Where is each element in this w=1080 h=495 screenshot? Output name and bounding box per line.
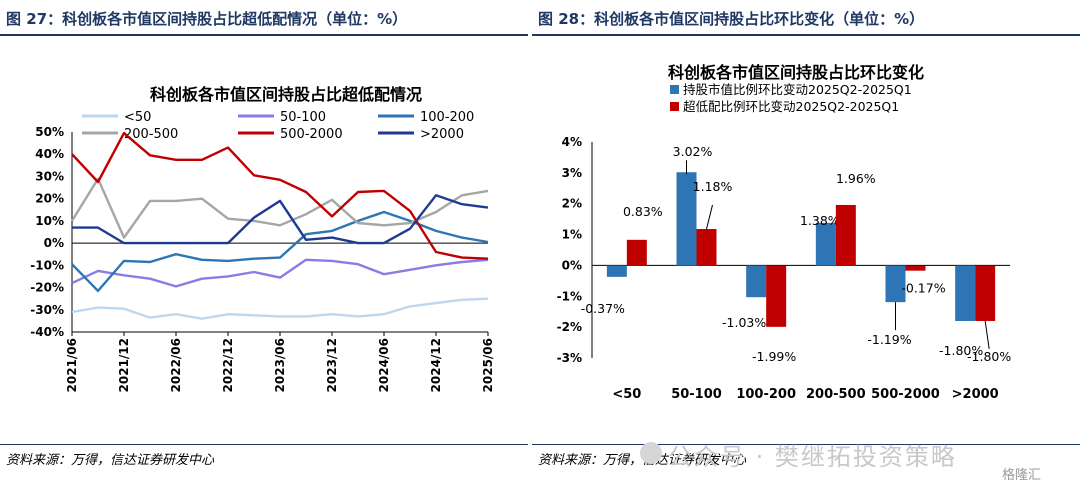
chart-title: 科创板各市值区间持股占比超低配情况 bbox=[150, 85, 422, 104]
legend-label-4: 500-2000 bbox=[280, 127, 343, 142]
left-figure-title: 图 27：科创板各市值区间持股占比超低配情况（单位：%） bbox=[6, 10, 408, 28]
data-label-1-1: 1.18% bbox=[693, 179, 733, 194]
y-tick-label: 3% bbox=[562, 166, 582, 180]
left-title-rule bbox=[0, 34, 528, 36]
series-line-4 bbox=[71, 131, 489, 260]
x-tick-label: 2024/12 bbox=[429, 338, 443, 392]
bar-1-2 bbox=[766, 265, 787, 327]
left-source: 资料来源：万得，信达证券研发中心 bbox=[6, 453, 215, 468]
bar-1-1 bbox=[696, 229, 717, 266]
data-label-0-3: 1.38% bbox=[800, 213, 840, 228]
bar-0-5 bbox=[955, 265, 976, 321]
leader-line bbox=[706, 204, 713, 230]
category-label: 50-100 bbox=[671, 387, 722, 402]
legend-label-3: 200-500 bbox=[124, 127, 178, 142]
bar-1-0 bbox=[626, 239, 647, 266]
x-tick-label: 2022/06 bbox=[169, 338, 183, 392]
right-panel: 图 28：科创板各市值区间持股占比环比变化（单位：%） 科创板各市值区间持股占比… bbox=[532, 0, 1080, 495]
category-label: 500-2000 bbox=[871, 387, 940, 402]
category-label: 200-500 bbox=[806, 387, 866, 402]
y-tick-label: 0% bbox=[562, 258, 582, 272]
bar-0-1 bbox=[676, 172, 697, 266]
y-tick-label: 40% bbox=[35, 147, 64, 161]
right-figure-title: 图 28：科创板各市值区间持股占比环比变化（单位：%） bbox=[538, 10, 925, 28]
bar-1-4 bbox=[905, 265, 926, 271]
watermark: 公众号 · 樊继拓投资策略 bbox=[668, 443, 957, 471]
legend-label-0: <50 bbox=[124, 110, 151, 125]
watermark-icon bbox=[640, 442, 662, 464]
y-tick-label: -10% bbox=[30, 258, 64, 272]
x-tick-label: 2021/12 bbox=[117, 338, 131, 392]
data-label-0-4: -1.19% bbox=[867, 332, 911, 347]
data-label-0-1: 3.02% bbox=[673, 144, 713, 159]
legend-label-5: >2000 bbox=[420, 127, 464, 142]
series-line-1 bbox=[71, 258, 489, 288]
y-tick-label: 10% bbox=[35, 214, 64, 228]
legend-label-1: 50-100 bbox=[280, 110, 326, 125]
y-tick-label: 1% bbox=[562, 228, 582, 242]
legend-label-2: 100-200 bbox=[420, 110, 474, 125]
leader-line bbox=[984, 320, 990, 350]
data-label-0-0: -0.37% bbox=[581, 301, 625, 316]
logo: 格隆汇 bbox=[1002, 468, 1042, 483]
legend-label-0: 持股市值比例环比变动2025Q2-2025Q1 bbox=[683, 82, 912, 97]
y-tick-label: -3% bbox=[557, 351, 582, 365]
data-label-1-0: 0.83% bbox=[623, 204, 663, 219]
x-tick-label: 2021/06 bbox=[65, 338, 79, 392]
left-panel: 图 27：科创板各市值区间持股占比超低配情况（单位：%） 科创板各市值区间持股占… bbox=[0, 0, 528, 495]
right-footer-rule bbox=[532, 444, 1080, 445]
data-label-0-2: -1.03% bbox=[722, 315, 766, 330]
y-tick-label: 2% bbox=[562, 197, 582, 211]
data-label-1-4: -0.17% bbox=[901, 281, 945, 296]
chart-title: 科创板各市值区间持股占比环比变化 bbox=[668, 63, 924, 82]
x-tick-label: 2024/06 bbox=[377, 338, 391, 392]
y-tick-label: 0% bbox=[44, 236, 64, 250]
x-tick-label: 2023/12 bbox=[325, 338, 339, 392]
left-footer-rule bbox=[0, 444, 528, 445]
y-tick-label: -30% bbox=[30, 303, 64, 317]
y-tick-label: -40% bbox=[30, 325, 64, 339]
bar-1-5 bbox=[975, 265, 996, 321]
y-tick-label: 20% bbox=[35, 192, 64, 206]
data-label-1-2: -1.99% bbox=[752, 349, 796, 364]
right-title-rule bbox=[532, 34, 1080, 36]
category-label: <50 bbox=[612, 387, 641, 402]
bar-1-3 bbox=[835, 204, 856, 266]
y-tick-label: -20% bbox=[30, 281, 64, 295]
y-tick-label: -1% bbox=[557, 289, 582, 303]
bar-0-0 bbox=[606, 265, 627, 277]
line-chart: 科创板各市值区间持股占比超低配情况 <50 50-100 100-200 200-500… bbox=[30, 85, 495, 392]
bar-0-2 bbox=[746, 265, 767, 298]
category-label: >2000 bbox=[952, 387, 999, 402]
data-label-0-5: -1.80% bbox=[939, 343, 983, 358]
y-tick-label: -2% bbox=[557, 320, 582, 334]
x-tick-label: 2022/12 bbox=[221, 338, 235, 392]
data-label-1-5: -1.80% bbox=[967, 349, 1011, 364]
legend-swatch-1 bbox=[670, 102, 679, 111]
y-tick-label: 30% bbox=[35, 169, 64, 183]
legend-label-1: 超低配比例环比变动2025Q2-2025Q1 bbox=[683, 99, 899, 114]
y-tick-label: 4% bbox=[562, 135, 582, 149]
x-tick-label: 2023/06 bbox=[273, 338, 287, 392]
series-line-0 bbox=[71, 297, 489, 320]
category-label: 100-200 bbox=[736, 387, 796, 402]
series-line-5 bbox=[72, 194, 489, 245]
legend-swatch-0 bbox=[670, 85, 679, 94]
data-label-1-3: 1.96% bbox=[836, 171, 876, 186]
bar-0-4 bbox=[885, 265, 906, 303]
x-tick-label: 2025/06 bbox=[481, 338, 495, 392]
bar-0-3 bbox=[815, 222, 836, 266]
y-tick-label: 50% bbox=[35, 125, 64, 139]
